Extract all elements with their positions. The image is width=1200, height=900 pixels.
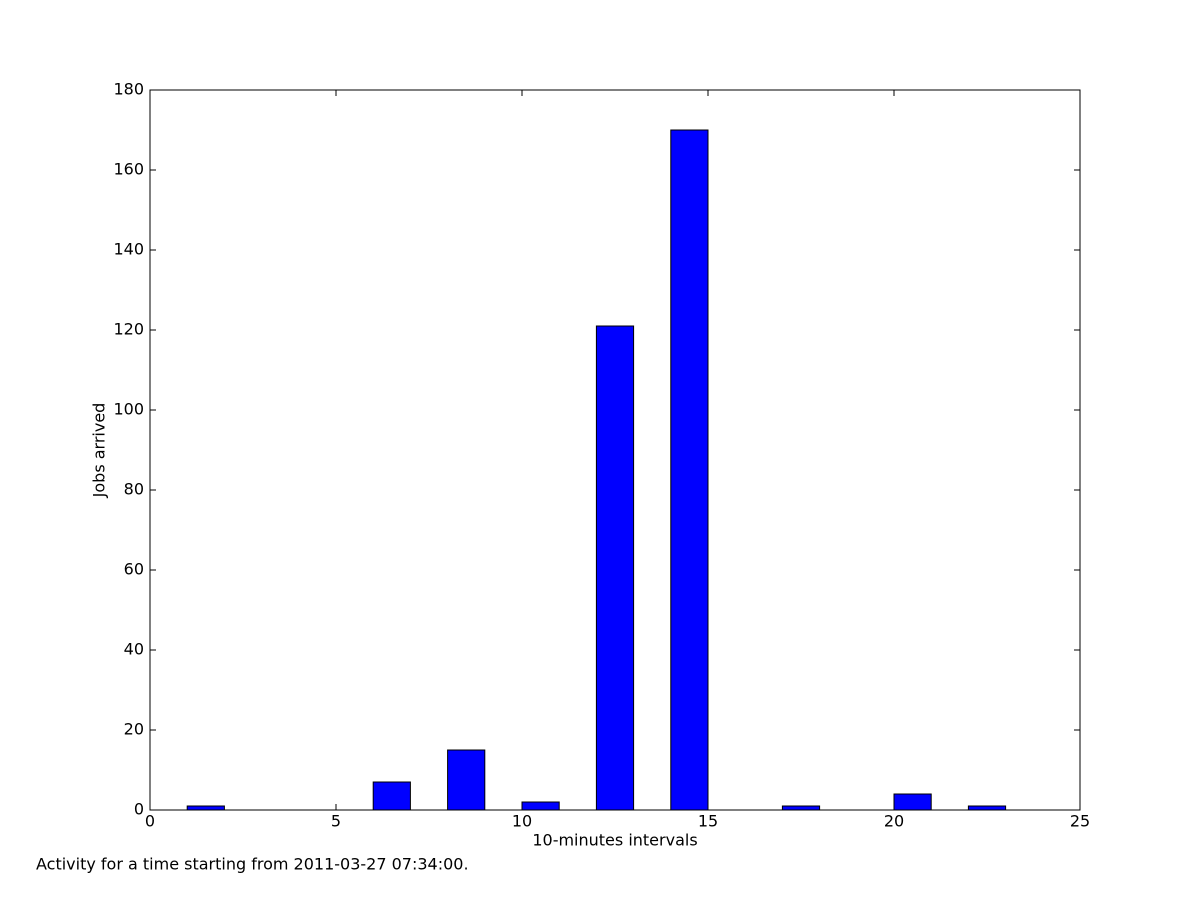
x-tick-label: 5 — [331, 812, 341, 831]
y-tick-label: 20 — [124, 720, 144, 739]
bar — [595, 325, 635, 811]
y-tick-label: 80 — [124, 480, 144, 499]
bar — [781, 805, 821, 811]
y-axis-label: Jobs arrived — [90, 403, 109, 499]
bar — [186, 805, 225, 811]
y-tick-label: 100 — [113, 400, 144, 419]
y-tick-label: 140 — [113, 240, 144, 259]
y-tick-label: 60 — [124, 560, 144, 579]
bar — [521, 801, 560, 811]
x-tick-label: 15 — [698, 812, 718, 831]
bar — [372, 781, 411, 811]
y-tick-label: 120 — [113, 320, 144, 339]
caption: Activity for a time starting from 2011-0… — [36, 855, 469, 874]
x-tick-label: 0 — [145, 812, 155, 831]
bar — [967, 805, 1007, 811]
y-tick-label: 160 — [113, 160, 144, 179]
bar — [447, 749, 486, 811]
bar — [670, 129, 709, 811]
y-tick-label: 40 — [124, 640, 144, 659]
y-tick-label: 0 — [134, 800, 144, 819]
x-tick-label: 20 — [884, 812, 904, 831]
y-tick-label: 180 — [113, 80, 144, 99]
x-tick-label: 25 — [1070, 812, 1090, 831]
x-tick-label: 10 — [512, 812, 532, 831]
plot-frame — [149, 89, 1081, 811]
bar — [893, 793, 932, 811]
x-axis-label: 10-minutes intervals — [532, 831, 697, 850]
